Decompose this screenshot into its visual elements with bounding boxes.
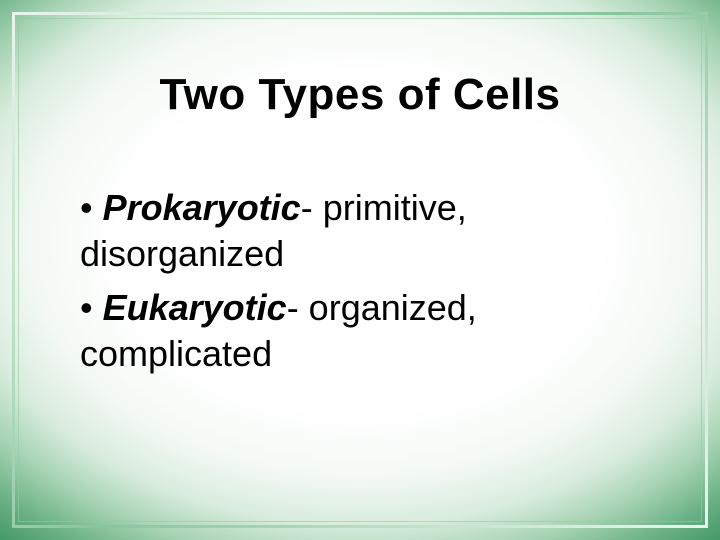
bullet-dot: • bbox=[80, 287, 103, 328]
slide-body: • Prokaryotic- primitive, disorganized •… bbox=[80, 185, 630, 385]
bullet-item: • Prokaryotic- primitive, disorganized bbox=[80, 185, 630, 277]
slide: Two Types of Cells • Prokaryotic- primit… bbox=[0, 0, 720, 540]
bullet-term: Eukaryotic bbox=[103, 287, 287, 328]
bullet-dot: • bbox=[80, 187, 103, 228]
bullet-item: • Eukaryotic- organized, complicated bbox=[80, 285, 630, 377]
bullet-term: Prokaryotic bbox=[103, 187, 301, 228]
slide-title: Two Types of Cells bbox=[0, 70, 720, 120]
